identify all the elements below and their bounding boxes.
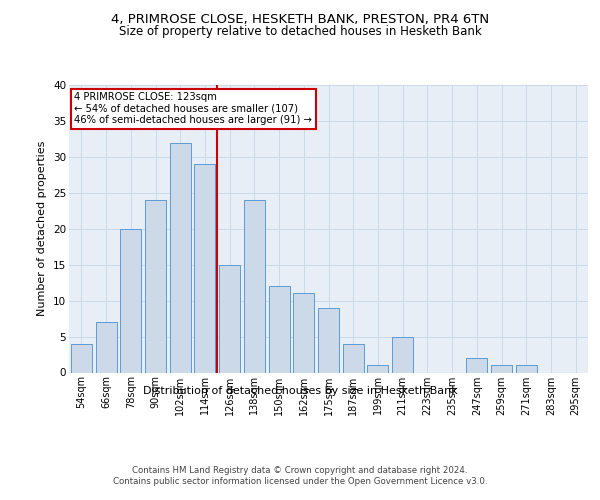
Bar — [516, 366, 537, 372]
Bar — [318, 308, 339, 372]
Text: Contains HM Land Registry data © Crown copyright and database right 2024.: Contains HM Land Registry data © Crown c… — [132, 466, 468, 475]
Bar — [120, 229, 141, 372]
Bar — [491, 366, 512, 372]
Bar — [293, 294, 314, 372]
Bar — [244, 200, 265, 372]
Bar — [95, 322, 116, 372]
Bar — [392, 336, 413, 372]
Bar — [170, 142, 191, 372]
Bar — [343, 344, 364, 372]
Text: Contains public sector information licensed under the Open Government Licence v3: Contains public sector information licen… — [113, 477, 487, 486]
Bar — [269, 286, 290, 372]
Bar — [145, 200, 166, 372]
Text: 4 PRIMROSE CLOSE: 123sqm
← 54% of detached houses are smaller (107)
46% of semi-: 4 PRIMROSE CLOSE: 123sqm ← 54% of detach… — [74, 92, 312, 126]
Text: 4, PRIMROSE CLOSE, HESKETH BANK, PRESTON, PR4 6TN: 4, PRIMROSE CLOSE, HESKETH BANK, PRESTON… — [111, 12, 489, 26]
Bar — [194, 164, 215, 372]
Bar — [219, 264, 240, 372]
Bar — [367, 366, 388, 372]
Bar — [466, 358, 487, 372]
Y-axis label: Number of detached properties: Number of detached properties — [37, 141, 47, 316]
Bar — [71, 344, 92, 372]
Text: Distribution of detached houses by size in Hesketh Bank: Distribution of detached houses by size … — [143, 386, 457, 396]
Text: Size of property relative to detached houses in Hesketh Bank: Size of property relative to detached ho… — [119, 25, 481, 38]
